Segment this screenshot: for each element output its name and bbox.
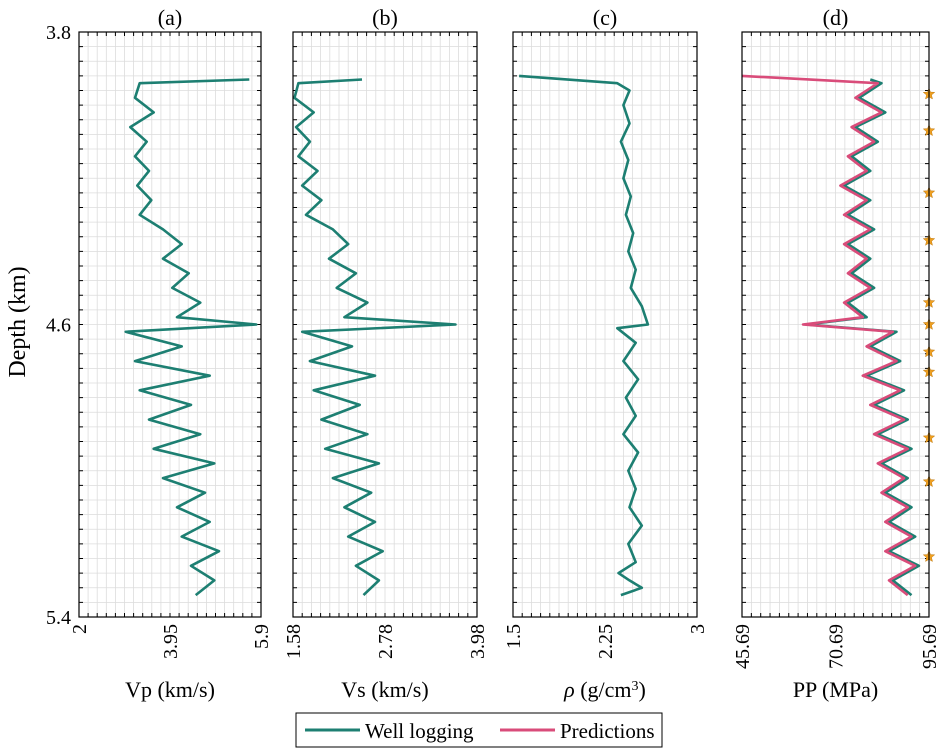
- depth-axis-label: Depth (km): [5, 266, 31, 377]
- y-tick-label: 5.4: [46, 607, 71, 629]
- x-axis-label: ρ (g/cm3): [563, 677, 646, 702]
- panel-title: (b): [372, 5, 398, 30]
- x-axis-label: Vp (km/s): [125, 677, 215, 702]
- y-tick-label: 4.6: [46, 315, 71, 337]
- y-tick-label: 3.8: [46, 22, 71, 44]
- x-tick-label: 2.25: [595, 624, 617, 659]
- panel-c: (c) 1.5 2.25 3 ρ (g/cm3): [503, 5, 709, 702]
- axes-frame: [512, 31, 698, 618]
- x-tick-label: 2.78: [375, 624, 397, 659]
- series-line-well-logging: [805, 78, 921, 597]
- series-line-well-logging: [124, 78, 258, 597]
- panel-d: (d) 45.69 70.69 95.69 PP (MPa): [732, 5, 941, 702]
- x-tick-label: 3.95: [160, 624, 182, 659]
- panel-title: (a): [158, 5, 182, 30]
- legend-label-predictions: Predictions: [560, 719, 655, 743]
- panel-b: (b) 1.58 2.78 3.98 Vs (km/s): [283, 5, 489, 702]
- axes-frame: [741, 31, 930, 618]
- x-tick-label: 1.5: [503, 624, 525, 649]
- x-tick-label: 95.69: [919, 624, 941, 669]
- axes-frame: [292, 31, 478, 618]
- legend-label-well: Well logging: [365, 719, 474, 743]
- x-tick-label: 5.9: [251, 624, 273, 649]
- legend: Well logging Predictions: [295, 712, 663, 748]
- axes-frame: [78, 31, 262, 618]
- x-tick-label: 70.69: [826, 624, 848, 669]
- panels-layer: (a) 2 3.95 5.9 Vp (km/s) (b) 1.58 2.78 3.98 Vs (k…: [46, 5, 941, 702]
- series-line-well-logging: [293, 78, 457, 597]
- x-tick-label: 2: [69, 624, 91, 634]
- x-tick-label: 1.58: [283, 624, 305, 659]
- panel-a: (a) 2 3.95 5.9 Vp (km/s): [69, 5, 273, 702]
- series-line-predictions: [741, 74, 917, 597]
- x-tick-label: 3.98: [467, 624, 489, 659]
- series-line-well-logging: [519, 74, 650, 597]
- x-tick-label: 45.69: [732, 624, 754, 669]
- x-axis-label: Vs (km/s): [341, 677, 428, 702]
- panel-title: (c): [593, 5, 617, 30]
- panel-title: (d): [823, 5, 849, 30]
- x-tick-label: 3: [687, 624, 709, 634]
- x-axis-label: PP (MPa): [793, 677, 878, 702]
